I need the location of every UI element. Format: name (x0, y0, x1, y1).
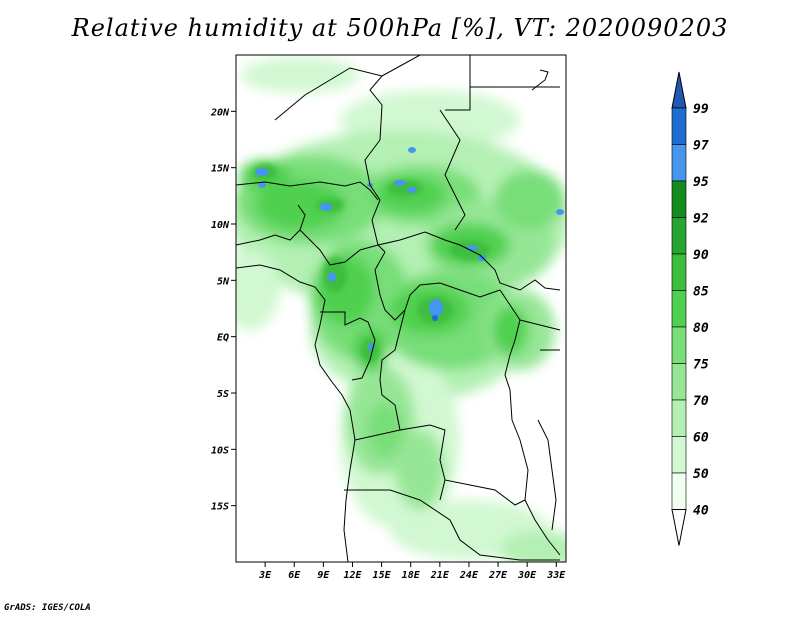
lat-tick-label: 15S (211, 502, 229, 513)
lat-tick-label: 20N (210, 107, 230, 118)
credit-text: GrADS: IGES/COLA (4, 603, 91, 613)
colorbar-swatch (671, 436, 687, 474)
colorbar-swatch (671, 472, 687, 510)
colorbar-swatch (671, 363, 687, 401)
latitude-axis: 20N 15N 10N 5N EQ 5S 10S 15S (210, 107, 236, 513)
colorbar-swatch (671, 253, 687, 291)
map-frame (235, 54, 567, 563)
lat-tick-label: 10N (211, 220, 230, 231)
lon-tick-label: 24E (459, 570, 479, 581)
lon-tick-label: 3E (258, 570, 272, 581)
humidity-field (236, 57, 566, 562)
lat-tick-label: 15N (211, 164, 230, 175)
colorbar-swatch (671, 217, 687, 255)
colorbar-top-triangle (671, 71, 687, 109)
lon-tick-label: 9E (317, 570, 330, 581)
colorbar-level-label: 70 (693, 394, 709, 409)
colorbar-bottom-triangle (671, 509, 687, 546)
colorbar-swatch (671, 326, 687, 364)
colorbar-swatch (671, 107, 687, 145)
colorbar-level-label: 60 (693, 431, 709, 446)
lon-tick-label: 27E (488, 570, 508, 581)
colorbar-swatch (671, 290, 687, 328)
colorbar-swatch (671, 399, 687, 437)
colorbar-level-label: 50 (693, 467, 709, 482)
lon-tick-label: 21E (430, 570, 450, 581)
colorbar-level-label: 95 (693, 175, 709, 190)
lon-tick-label: 33E (546, 570, 566, 581)
map-title: Relative humidity at 500hPa [%], VT: 202… (71, 14, 729, 42)
lon-tick-label: 12E (343, 570, 362, 581)
colorbar-level-label: 85 (693, 285, 709, 300)
lat-tick-label: EQ (217, 333, 229, 344)
lon-tick-label: 18E (402, 570, 421, 581)
colorbar-level-label: 80 (693, 321, 709, 336)
longitude-axis: 3E 6E 9E 12E 15E 18E 21E 24E 27E 30E 33E (258, 562, 566, 581)
lon-tick-label: 30E (517, 570, 537, 581)
lon-tick-label: 15E (373, 570, 392, 581)
colorbar: 99 97 95 92 90 85 80 75 70 60 50 40 (671, 71, 709, 546)
colorbar-level-label: 90 (693, 248, 709, 263)
colorbar-level-label: 99 (693, 102, 709, 117)
colorbar-level-label: 75 (693, 358, 709, 373)
lat-tick-label: 10S (211, 445, 229, 456)
colorbar-level-label: 40 (693, 504, 709, 519)
colorbar-swatch (671, 144, 687, 182)
colorbar-swatch (671, 180, 687, 218)
colorbar-level-label: 92 (693, 212, 709, 227)
colorbar-level-label: 97 (693, 139, 709, 154)
lon-tick-label: 6E (288, 570, 301, 581)
lat-tick-label: 5N (217, 276, 230, 287)
country-borders (236, 55, 561, 562)
lat-tick-label: 5S (217, 389, 229, 400)
